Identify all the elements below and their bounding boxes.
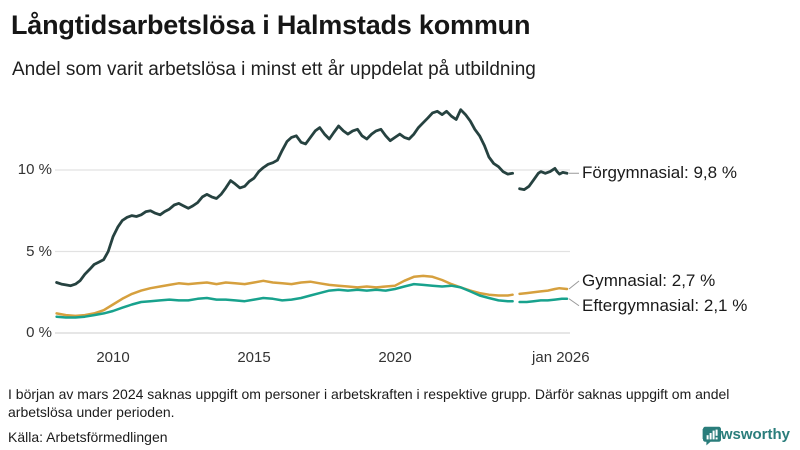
x-tick-jan-2026: jan 2026 bbox=[532, 349, 590, 366]
line-förgymnasial bbox=[55, 108, 514, 288]
line-förgymnasial bbox=[518, 166, 569, 192]
line-gymnasial bbox=[55, 274, 514, 318]
x-tick-2020: 2020 bbox=[378, 349, 412, 366]
page-title: Långtidsarbetslösa i Halmstads kommun bbox=[11, 10, 531, 40]
x-tick-2010: 2010 bbox=[96, 349, 130, 366]
page-subtitle: Andel som varit arbetslösa i minst ett å… bbox=[12, 59, 536, 80]
series-label-förgymnasial: Förgymnasial: 9,8 % bbox=[582, 163, 737, 183]
newsworthy-logo: Newsworthy bbox=[701, 426, 790, 446]
y-tick-0: 0 % bbox=[26, 324, 52, 341]
y-tick-5: 5 % bbox=[26, 242, 52, 260]
newsworthy-logo-icon bbox=[702, 426, 721, 446]
line-eftergymnasial bbox=[518, 297, 569, 304]
source-credit: Källa: Arbetsförmedlingen bbox=[8, 429, 168, 445]
y-tick-10: 10 % bbox=[17, 161, 52, 178]
series-label-gymnasial: Gymnasial: 2,7 % bbox=[582, 270, 716, 290]
label-connector bbox=[568, 280, 580, 290]
x-tick-2015: 2015 bbox=[237, 349, 271, 366]
series-label-eftergymnasial: Eftergymnasial: 2,1 % bbox=[582, 295, 748, 315]
line-eftergymnasial bbox=[55, 282, 514, 319]
label-connector bbox=[568, 298, 580, 307]
chart-footnote: I början av mars 2024 saknas uppgift om … bbox=[8, 386, 730, 420]
newsworthy-logo-text: Newsworthy bbox=[701, 426, 790, 443]
line-gymnasial bbox=[518, 286, 569, 296]
